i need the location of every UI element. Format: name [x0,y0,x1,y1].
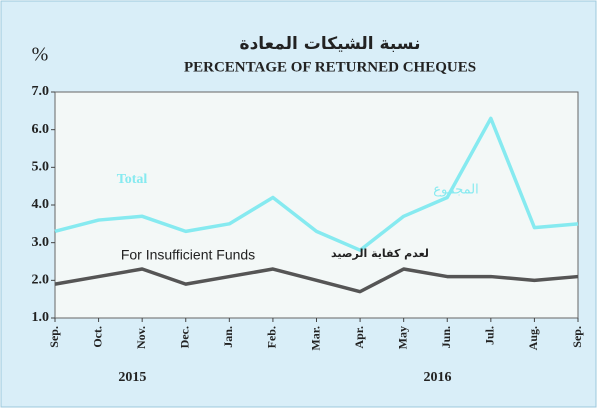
series-line [54,116,579,252]
x-tick-label: May [395,326,409,349]
y-tick-label: 7.0 [32,84,50,99]
series-label-ar: لعدم كفاية الرصيد [331,247,429,260]
chart-title: نسبة الشيكات المعادة [240,34,421,54]
y-tick-label: 4.0 [32,197,50,212]
chart-subtitle: PERCENTAGE OF RETURNED CHEQUES [184,59,476,75]
x-tick-label: Sep. [570,326,584,348]
x-tick-label: Oct. [90,326,104,348]
year-label: 2015 [118,370,146,385]
x-tick-label: Nov. [134,326,148,349]
y-tick-label: 2.0 [32,273,50,288]
y-tick-label: 6.0 [32,122,50,137]
series-label: Total [117,172,148,187]
x-tick-label: Jul. [483,326,497,345]
series-label: For Insufficient Funds [121,247,255,263]
x-tick-label: Jun. [439,326,453,348]
y-tick-label: 1.0 [32,310,50,325]
y-axis-label: % [32,44,49,66]
x-tick-label: Mar. [308,326,322,351]
x-tick-label: Apr. [352,326,366,349]
x-tick-label: Dec. [178,326,192,348]
x-tick-label: Jan. [221,326,235,348]
x-tick-label: Sep. [47,326,61,348]
year-label: 2016 [423,370,451,385]
plot-area [54,91,579,319]
y-tick-label: 5.0 [32,160,50,175]
y-tick-label: 3.0 [32,235,50,250]
series-label-ar: المجموع [433,183,478,198]
series-line [54,267,579,294]
x-tick-label: Feb. [265,326,279,348]
x-tick-label: Aug. [526,326,540,350]
